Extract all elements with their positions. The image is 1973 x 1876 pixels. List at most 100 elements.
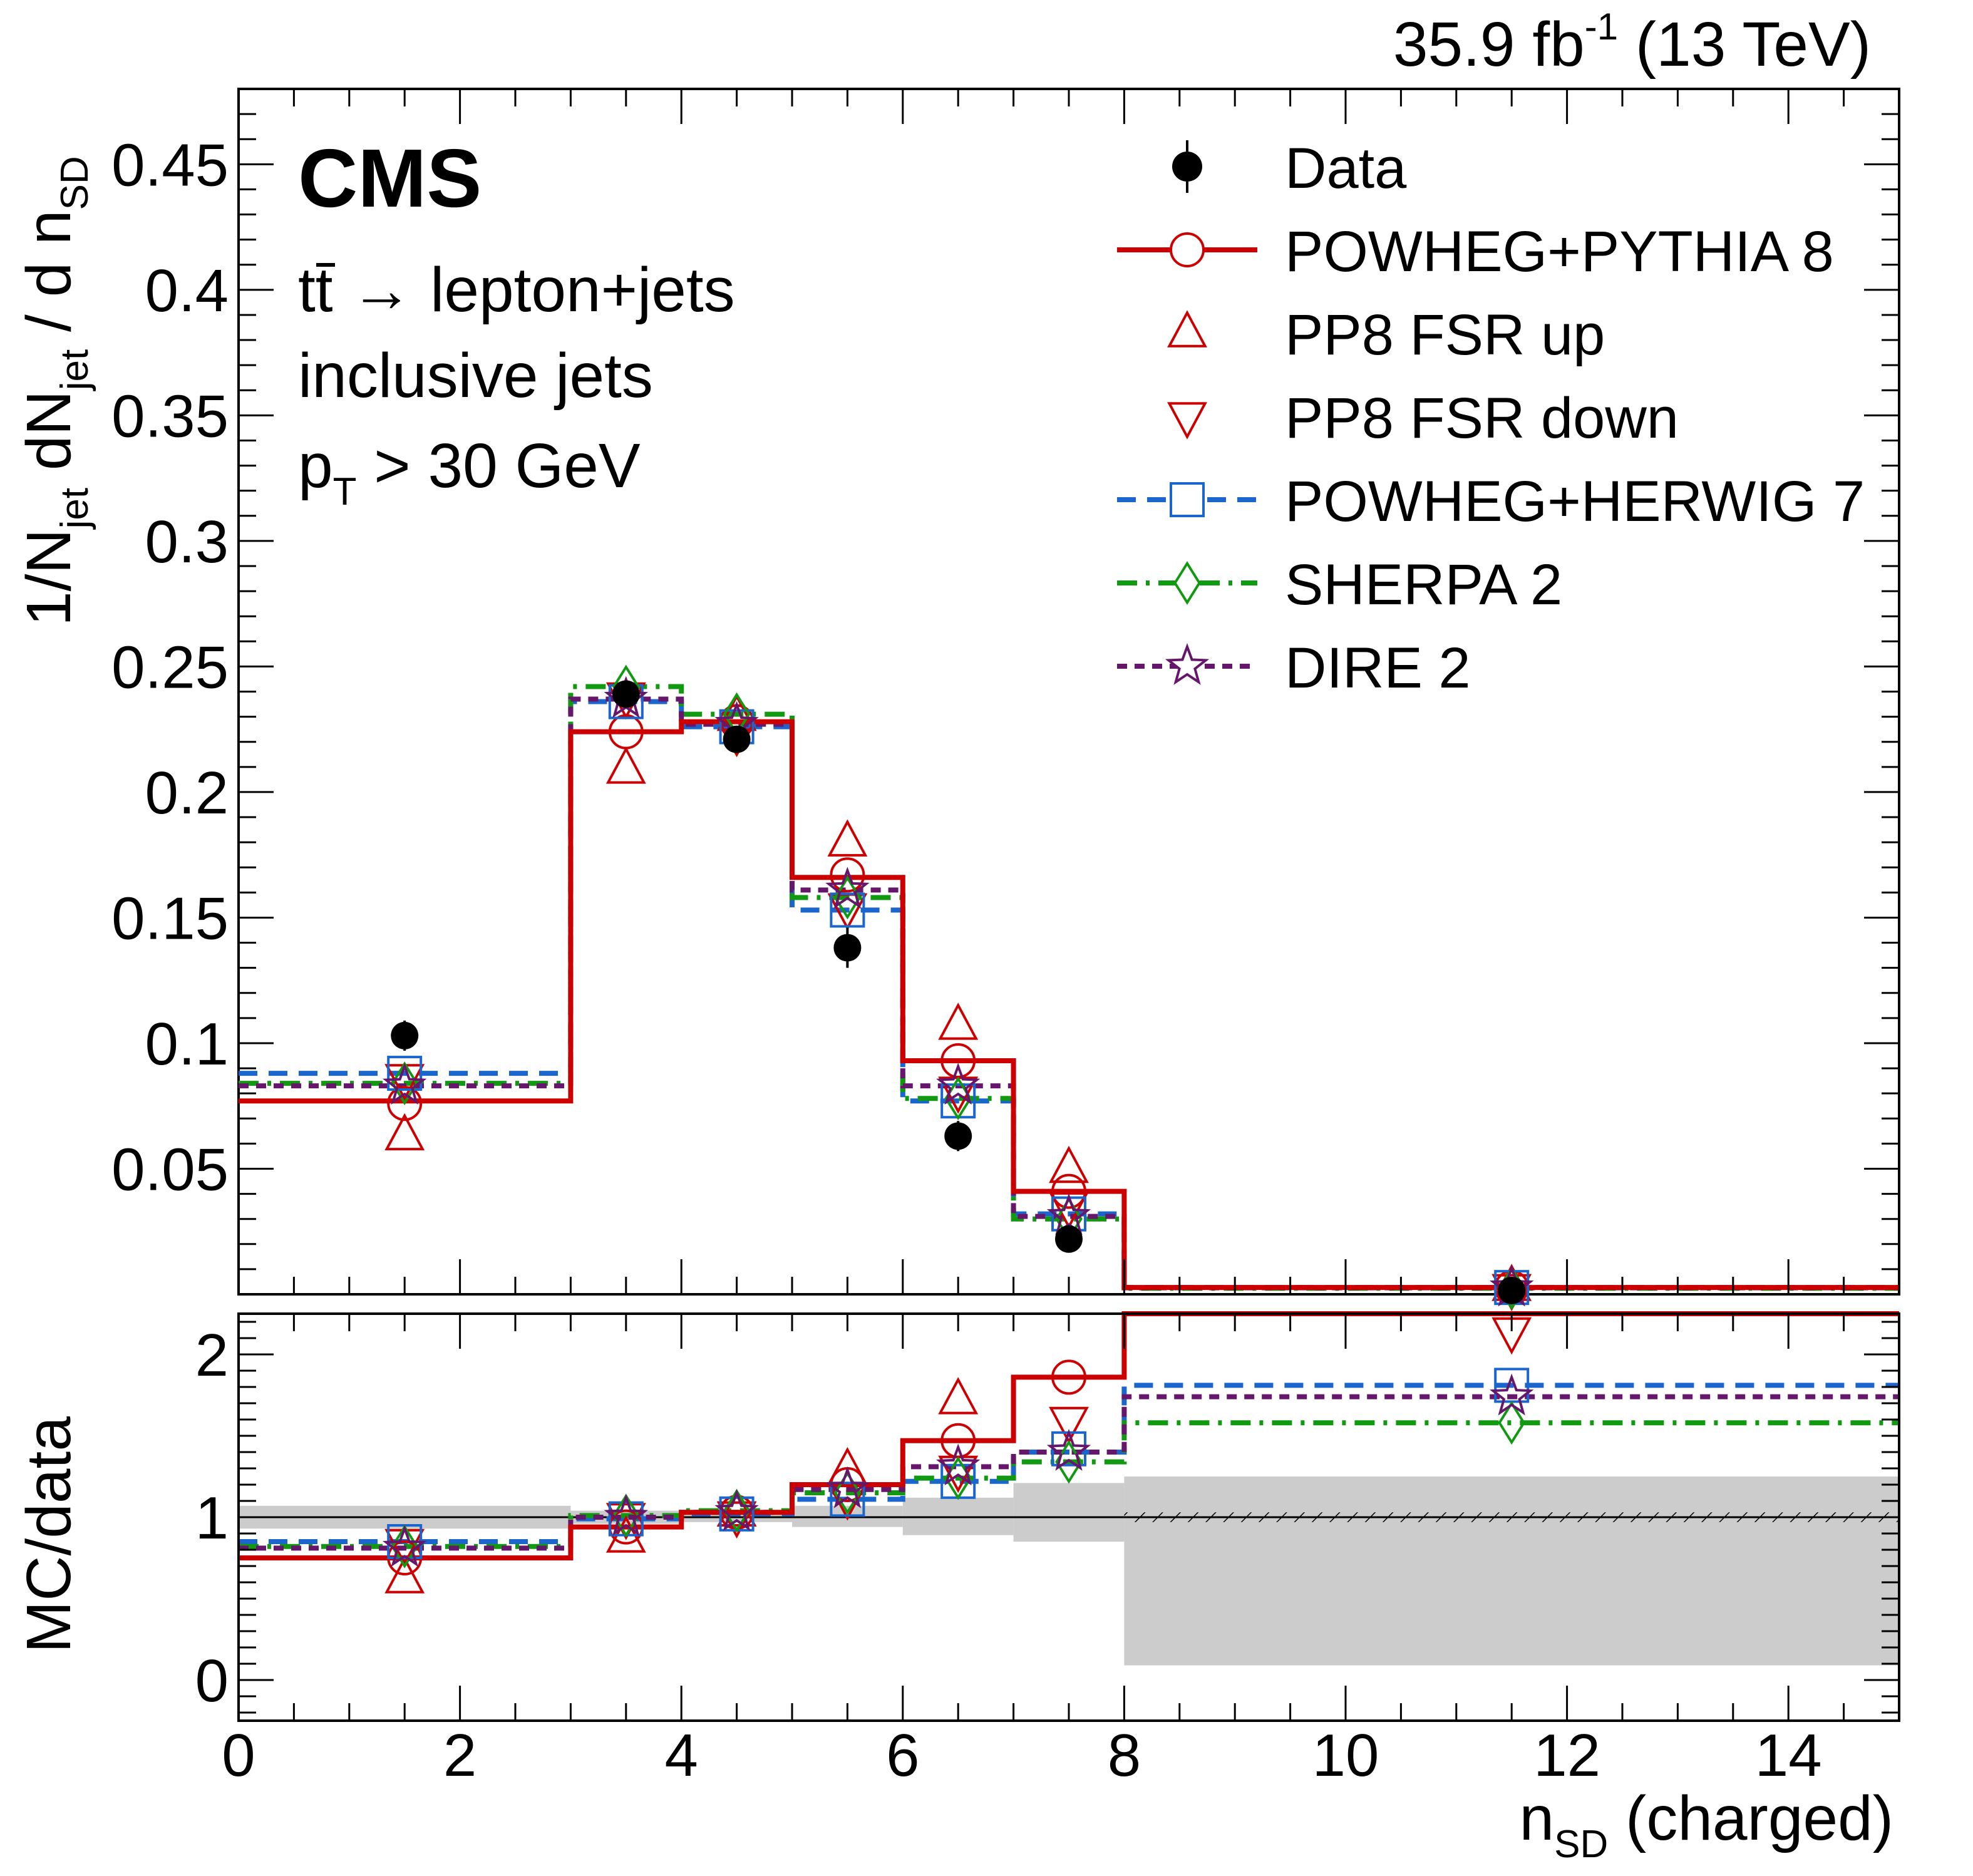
legend: Data POWHEG+PYTHIA 8 PP8 FSR up PP8 FSR dow… xyxy=(1117,137,1865,700)
top-content xyxy=(239,664,1899,1312)
ratio-marker-PP8 FSR down xyxy=(827,1483,868,1521)
experiment-label: CMS xyxy=(298,132,482,224)
x-axis: 0 2 4 6 8 10 12 14 xyxy=(222,89,1900,1789)
legend-marker-SHERPA 2 xyxy=(1173,561,1201,605)
ratio-content xyxy=(239,1311,1899,1594)
legend-label: POWHEG+PYTHIA 8 xyxy=(1285,220,1834,284)
marker-DIRE 2 xyxy=(825,867,870,909)
selection-label: inclusive jets xyxy=(298,341,653,411)
marker-POWHEG+HERWIG 7 xyxy=(387,1056,423,1091)
marker-DIRE 2 xyxy=(383,1063,427,1105)
y-tick-label: 0.3 xyxy=(145,508,229,575)
ratio-marker-SHERPA 2 xyxy=(391,1524,419,1569)
top-y-axis-title: 1/Njet dNjet / d nSD xyxy=(14,156,96,626)
legend-label: DIRE 2 xyxy=(1285,636,1471,700)
ratio-marker-DIRE 2 xyxy=(936,1443,981,1486)
y-tick-label: 0.4 xyxy=(145,257,229,324)
ratio-marker-DIRE 2 xyxy=(714,1489,759,1532)
legend-marker-PP8 FSR down xyxy=(1167,402,1207,440)
marker-POWHEG+HERWIG 7 xyxy=(830,892,865,928)
svg-text:tt → lepton+jets: tt → lepton+jets xyxy=(298,255,735,325)
y-tick-label: 0.25 xyxy=(111,634,229,701)
ratio-marker-SHERPA 2 xyxy=(612,1493,640,1538)
y-tick-label: 0.1 xyxy=(145,1011,229,1078)
ratio-uncertainty-band xyxy=(239,1477,1899,1666)
y-tick-label: 0.15 xyxy=(111,885,229,952)
data-point xyxy=(612,680,640,708)
process-label: tt → lepton+jets xyxy=(298,255,735,325)
marker-POWHEG+PYTHIA 8 xyxy=(387,1086,423,1121)
ratio-marker-PP8 FSR up xyxy=(938,1377,979,1415)
x-tick-label: 10 xyxy=(1312,1722,1379,1789)
legend-label: PP8 FSR up xyxy=(1285,303,1605,367)
data-point xyxy=(391,1021,419,1049)
ratio-marker-PP8 FSR up xyxy=(716,1489,757,1527)
x-axis-title: nSD (charged) xyxy=(1519,1783,1893,1866)
legend-label: SHERPA 2 xyxy=(1285,553,1562,617)
ratio-marker-PP8 FSR up xyxy=(827,1446,868,1485)
marker-SHERPA 2 xyxy=(391,1061,419,1106)
ratio-hist-DIRE 2 xyxy=(239,1394,1899,1551)
marker-DIRE 2 xyxy=(936,1063,981,1105)
ratio-marker-DIRE 2 xyxy=(383,1525,427,1567)
x-tick-label: 0 xyxy=(222,1722,255,1789)
ratio-marker-POWHEG+HERWIG 7 xyxy=(830,1482,865,1517)
pt-cut-label: pT > 30 GeV xyxy=(298,431,641,513)
marker-PP8 FSR up xyxy=(384,1113,425,1151)
lumi-label: 35.9 fb-1 (13 TeV) xyxy=(1393,6,1871,80)
data-point xyxy=(723,725,751,753)
data-point xyxy=(1055,1225,1083,1253)
x-tick-label: 2 xyxy=(443,1722,477,1789)
ratio-marker-POWHEG+PYTHIA 8 xyxy=(1051,1359,1086,1395)
y-tick-label: 0.2 xyxy=(145,760,229,827)
y-tick-label: 0.35 xyxy=(111,383,229,450)
ratio-hist-POWHEG+HERWIG 7 xyxy=(239,1383,1899,1544)
data-point xyxy=(944,1122,972,1150)
top-panel: 0.05 0.1 0.15 0.2 0.25 0.3 0.35 0.4 0.45 xyxy=(111,88,1900,1312)
marker-PP8 FSR up xyxy=(938,1002,979,1040)
x-tick-label: 12 xyxy=(1533,1722,1600,1789)
legend-marker-DIRE 2 xyxy=(1165,642,1210,685)
ratio-marker-SHERPA 2 xyxy=(723,1488,751,1533)
hist-DIRE 2 xyxy=(239,696,1899,1291)
marker-PP8 FSR up xyxy=(827,819,868,857)
x-tick-label: 6 xyxy=(886,1722,919,1789)
ratio-marker-DIRE 2 xyxy=(825,1466,870,1508)
ratio-y-tick-label: 2 xyxy=(195,1322,229,1389)
ratio-hist-SHERPA 2 xyxy=(239,1420,1899,1549)
y-tick-label: 0.05 xyxy=(111,1136,229,1203)
ratio-band-bin xyxy=(1124,1477,1899,1666)
ratio-y-tick-label: 1 xyxy=(195,1485,229,1552)
ratio-marker-DIRE 2 xyxy=(604,1493,648,1536)
data-point xyxy=(833,934,862,962)
hist-POWHEG+HERWIG 7 xyxy=(239,699,1899,1291)
hist-POWHEG+PYTHIA 8 xyxy=(239,719,1899,1291)
marker-DIRE 2 xyxy=(1046,1193,1091,1235)
legend-marker-POWHEG+PYTHIA 8 xyxy=(1170,232,1205,267)
legend-data-marker xyxy=(1172,152,1202,182)
ratio-band-bin xyxy=(1013,1483,1125,1542)
ratio-marker-SHERPA 2 xyxy=(833,1471,862,1515)
y-tick-label: 0.45 xyxy=(111,131,229,198)
legend-label: PP8 FSR down xyxy=(1285,386,1679,450)
ratio-marker-DIRE 2 xyxy=(1490,1373,1534,1416)
x-tick-label: 8 xyxy=(1108,1722,1141,1789)
x-tick-label: 14 xyxy=(1755,1722,1822,1789)
ratio-marker-DIRE 2 xyxy=(1046,1428,1091,1471)
ratio-marker-PP8 FSR down xyxy=(1049,1406,1089,1445)
ratio-marker-PP8 FSR up xyxy=(384,1556,425,1594)
ratio-panel: 0 1 2 xyxy=(195,1311,1900,1722)
marker-POWHEG+PYTHIA 8 xyxy=(1051,1173,1086,1209)
ratio-y-tick-label: 0 xyxy=(195,1647,229,1714)
top-y-ticks: 0.05 0.1 0.15 0.2 0.25 0.3 0.35 0.4 0.45 xyxy=(111,88,1899,1296)
legend-label: POWHEG+HERWIG 7 xyxy=(1285,470,1865,533)
marker-POWHEG+PYTHIA 8 xyxy=(830,857,865,893)
marker-PP8 FSR up xyxy=(605,746,646,784)
legend-marker-POWHEG+HERWIG 7 xyxy=(1170,482,1205,517)
legend-label: Data xyxy=(1285,137,1407,200)
ratio-y-axis-title: MC/data xyxy=(14,1416,84,1653)
ratio-y-ticks: 0 1 2 xyxy=(195,1321,1899,1714)
x-tick-label: 4 xyxy=(665,1722,698,1789)
legend-marker-PP8 FSR up xyxy=(1167,310,1207,348)
